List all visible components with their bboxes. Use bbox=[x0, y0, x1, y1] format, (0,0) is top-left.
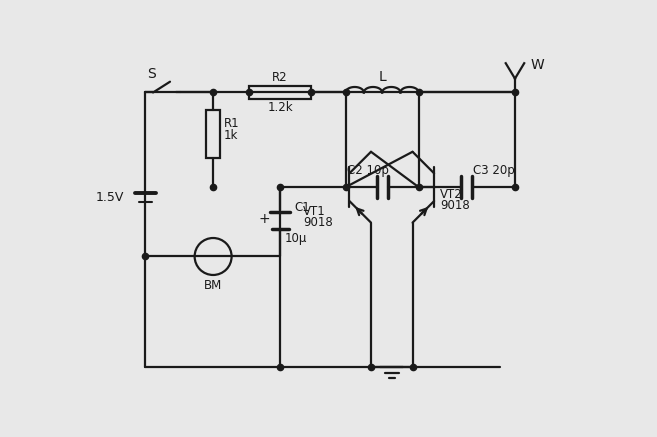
Text: W: W bbox=[530, 58, 544, 72]
Text: +: + bbox=[259, 212, 271, 226]
Bar bbox=[249, 87, 311, 99]
Text: 1.5V: 1.5V bbox=[95, 191, 124, 205]
Text: S: S bbox=[147, 67, 156, 81]
Text: L: L bbox=[378, 70, 386, 84]
Text: VT1: VT1 bbox=[304, 205, 326, 218]
Text: C3 20p: C3 20p bbox=[473, 164, 514, 177]
Text: 9018: 9018 bbox=[440, 199, 470, 212]
Text: C1: C1 bbox=[294, 201, 309, 214]
Text: VT2: VT2 bbox=[440, 188, 463, 201]
Text: R1: R1 bbox=[224, 117, 240, 130]
Text: 1k: 1k bbox=[224, 129, 238, 142]
Bar bbox=[206, 110, 220, 158]
Text: C2 10p: C2 10p bbox=[348, 164, 389, 177]
Text: 1.2k: 1.2k bbox=[267, 101, 293, 114]
Text: 10μ: 10μ bbox=[284, 232, 307, 245]
Text: R2: R2 bbox=[272, 71, 288, 84]
Text: 9018: 9018 bbox=[304, 216, 333, 229]
Text: BM: BM bbox=[204, 279, 222, 292]
